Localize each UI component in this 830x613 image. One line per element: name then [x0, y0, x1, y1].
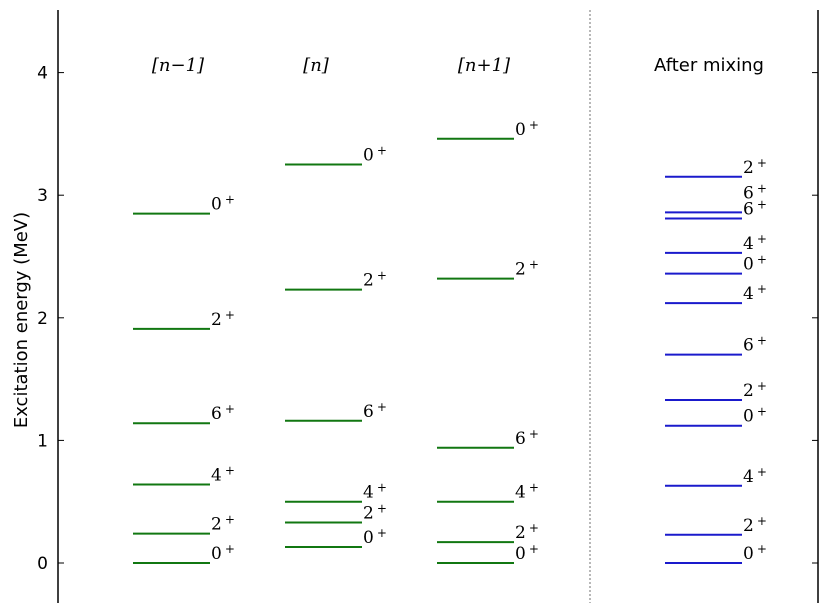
level-label: 0 +: [515, 118, 539, 140]
y-ticks: 0 1 2 3 4: [37, 64, 818, 574]
y-axis-label: Excitation energy (MeV): [11, 212, 32, 428]
level-label: 4 +: [743, 465, 767, 487]
level-label: 2 +: [211, 308, 235, 330]
column-title: [n+1]: [458, 55, 511, 76]
level-label: 4 +: [515, 481, 539, 503]
y-tick-label: 1: [37, 431, 48, 451]
level-label: 0 +: [363, 526, 387, 548]
level-label: 2 +: [743, 514, 767, 536]
y-tick-label: 0: [37, 554, 48, 574]
level-label: 2 +: [743, 156, 767, 178]
level-label: 4 +: [363, 481, 387, 503]
level-label: 2 +: [515, 521, 539, 543]
level-label: 0 +: [743, 405, 767, 427]
level-label: 6 +: [211, 402, 235, 424]
level-label: 4 +: [743, 282, 767, 304]
y-tick-label: 4: [37, 64, 48, 84]
column-title: [n]: [303, 55, 330, 76]
column-title: [n−1]: [152, 55, 205, 76]
y-tick-label: 2: [37, 309, 48, 329]
level-label: 6 +: [743, 197, 767, 219]
level-label: 4 +: [211, 464, 235, 486]
level-label: 2 +: [363, 502, 387, 524]
level-label: 0 +: [211, 542, 235, 564]
level-label: 2 +: [515, 258, 539, 280]
level-label: 6 +: [743, 334, 767, 356]
column-title: After mixing: [654, 55, 764, 76]
level-label: 6 +: [743, 181, 767, 203]
level-label: 6 +: [363, 400, 387, 422]
level-label: 0 +: [363, 144, 387, 166]
level-label: 2 +: [211, 513, 235, 535]
level-label: 0 +: [743, 542, 767, 564]
level-label: 0 +: [211, 193, 235, 215]
level-label: 2 +: [363, 269, 387, 291]
y-tick-label: 3: [37, 186, 48, 206]
level-label: 2 +: [743, 379, 767, 401]
level-label: 0 +: [515, 542, 539, 564]
column-titles: [n−1] [n] [n+1] After mixing: [152, 55, 764, 76]
level-label: 0 +: [743, 253, 767, 275]
energy-levels: 0 +2 +4 +6 +2 +0 +0 +2 +4 +6 +2 +0 +0 +2 +4 +6 +2 +0 +0 +2 +…: [133, 118, 767, 564]
level-label: 6 +: [515, 427, 539, 449]
level-label: 4 +: [743, 232, 767, 254]
